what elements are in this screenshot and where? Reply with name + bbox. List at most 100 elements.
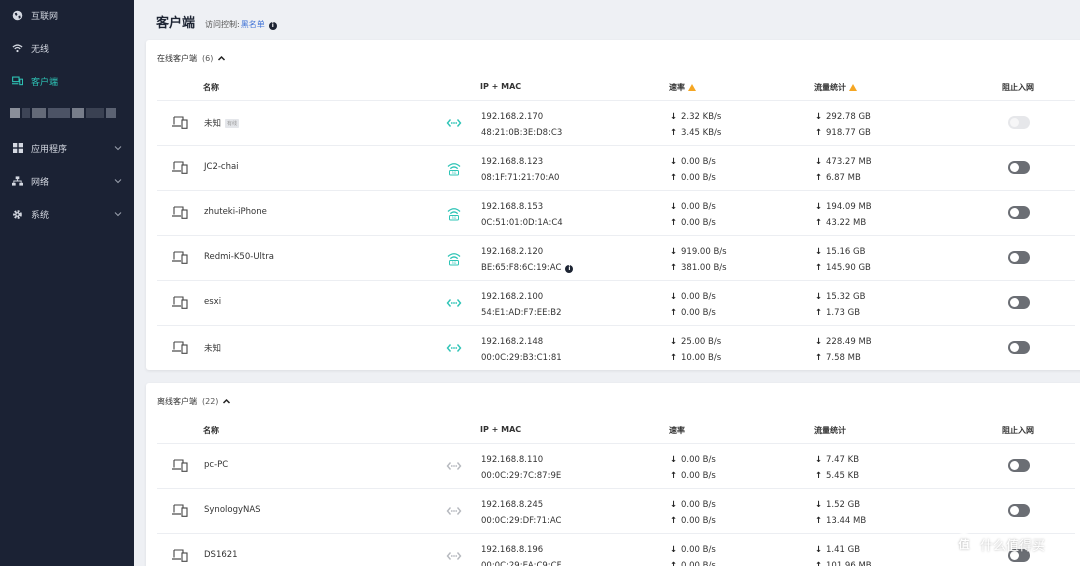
mac-line: 00:0C:29:7C:87:9E [481, 468, 561, 484]
ip-mac-cell: 192.168.2.100 54:E1:AD:F7:EE:B2 [481, 289, 562, 321]
client-name: 未知 有线 [204, 117, 240, 129]
table-row[interactable]: SynologyNAS 192.168.8.245 00:0C:29:DF:71:A… [157, 488, 1075, 533]
block-toggle [1008, 116, 1030, 129]
traffic-cell: ↓ 194.09 MB ↑ 43.22 MB [815, 199, 872, 231]
upload-traffic: 5.45 KB [826, 471, 860, 481]
wired-connection-icon [446, 552, 462, 560]
upload-rate: 0.00 B/s [681, 308, 716, 318]
sidebar-item-apps[interactable]: 应用程序 [0, 135, 134, 161]
block-toggle[interactable] [1008, 161, 1030, 174]
arrow-down-icon: ↓ [670, 247, 678, 257]
upload-traffic: 1.73 GB [826, 308, 861, 318]
warning-icon[interactable] [688, 84, 696, 91]
page-header: 客户端 访问控制: 黑名单 i [156, 12, 277, 31]
table-row[interactable]: pc-PC 192.168.8.110 00:0C:29:7C:87:9E ↓ 0.00… [157, 443, 1075, 488]
block-toggle[interactable] [1008, 251, 1030, 264]
arrow-up-icon: ↑ [815, 561, 823, 566]
chevron-down-icon [114, 179, 122, 184]
table-row[interactable]: zhuteki-iPhone 5G 192.168.8.153 0C:51:01:0D… [157, 190, 1075, 235]
mac-address: 0C:51:01:0D:1A:C4 [481, 218, 563, 228]
block-toggle[interactable] [1008, 296, 1030, 309]
watermark-logo: 值 [953, 533, 975, 555]
rate-cell: ↓ 25.00 B/s ↑ 10.00 B/s [670, 334, 721, 366]
rate-cell: ↓ 0.00 B/s ↑ 0.00 B/s [670, 199, 716, 231]
block-toggle[interactable] [1008, 549, 1030, 562]
table-row[interactable]: esxi 192.168.2.100 54:E1:AD:F7:EE:B2 ↓ 0.00 … [157, 280, 1075, 325]
client-name-text: pc-PC [204, 460, 229, 470]
ip-address: 192.168.8.245 [481, 500, 544, 510]
arrow-up-icon: ↑ [670, 263, 678, 273]
svg-text:5G: 5G [452, 216, 457, 220]
download-rate: 0.00 B/s [681, 455, 716, 465]
client-name: esxi [204, 297, 221, 307]
sidebar-item-label: 系统 [31, 210, 50, 221]
offline-clients-header[interactable]: 离线客户端 (22) [157, 396, 231, 407]
arrow-down-icon: ↓ [815, 112, 823, 122]
client-name: SynologyNAS [204, 505, 261, 515]
sidebar-item-internet[interactable]: 互联网 [0, 2, 134, 28]
mac-line: 08:1F:71:21:70:A0 [481, 170, 559, 186]
rate-cell: ↓ 0.00 B/s ↑ 0.00 B/s [670, 154, 716, 186]
client-name: zhuteki-iPhone [204, 207, 267, 217]
traffic-cell: ↓ 15.16 GB ↑ 145.90 GB [815, 244, 871, 276]
chevron-up-icon[interactable] [217, 54, 226, 63]
table-row[interactable]: Redmi-K50-Ultra 5G 192.168.2.120 BE:65:F8:6… [157, 235, 1075, 280]
arrow-up-icon: ↑ [815, 353, 823, 363]
download-traffic: 473.27 MB [826, 157, 872, 167]
online-clients-header[interactable]: 在线客户端 (6) [157, 53, 226, 64]
download-traffic: 1.41 GB [826, 545, 861, 555]
info-icon[interactable]: i [565, 265, 574, 273]
sidebar-item-wireless[interactable]: 无线 [0, 35, 134, 61]
chevron-up-icon[interactable] [222, 397, 231, 406]
block-toggle[interactable] [1008, 341, 1030, 354]
table-row[interactable]: 未知 192.168.2.148 00:0C:29:B3:C1:81 ↓ 25.00 B… [157, 325, 1075, 370]
sidebar-item-system[interactable]: 系统 [0, 201, 134, 227]
upload-rate: 0.00 B/s [681, 561, 716, 566]
sidebar-item-label: 互联网 [31, 11, 59, 22]
mac-address: BE:65:F8:6C:19:AC [481, 263, 562, 273]
blacklist-link[interactable]: 黑名单 [240, 20, 265, 29]
table-row[interactable]: 未知 有线 192.168.2.170 48:21:0B:3E:D8:C3 ↓ 2.32 … [157, 100, 1075, 145]
block-toggle[interactable] [1008, 459, 1030, 472]
client-name: pc-PC [204, 460, 228, 470]
warning-icon[interactable] [849, 84, 857, 91]
info-icon[interactable]: i [268, 21, 277, 30]
column-header-rate-label: 速率 [669, 83, 685, 92]
table-row[interactable]: JC2-chai 5G 192.168.8.123 08:1F:71:21:70:A0… [157, 145, 1075, 190]
arrow-up-icon: ↑ [670, 218, 678, 228]
ip-address: 192.168.2.170 [481, 112, 544, 122]
block-toggle[interactable] [1008, 206, 1030, 219]
online-clients-count: (6) [202, 54, 214, 63]
sidebar-item-network[interactable]: 网络 [0, 168, 134, 194]
table-row[interactable]: DS1621 192.168.8.196 00:0C:29:EA:C9:CF ↓ 0.0… [157, 533, 1075, 566]
mac-line: BE:65:F8:6C:19:AC i [481, 260, 574, 276]
ip-mac-cell: 192.168.8.153 0C:51:01:0D:1A:C4 [481, 199, 563, 231]
arrow-up-icon: ↑ [670, 471, 678, 481]
column-header-rate: 速率 [669, 82, 696, 93]
wired-connection-icon [446, 299, 462, 307]
mac-line: 0C:51:01:0D:1A:C4 [481, 215, 563, 231]
client-name: Redmi-K50-Ultra [204, 252, 274, 262]
redacted-sidebar-item [10, 108, 128, 120]
column-header-ipmac: IP + MAC [480, 425, 522, 434]
mac-line: 00:0C:29:B3:C1:81 [481, 350, 562, 366]
client-name-text: SynologyNAS [204, 505, 261, 515]
block-toggle[interactable] [1008, 504, 1030, 517]
device-icon [172, 459, 188, 472]
access-control-label: 访问控制: [205, 20, 240, 29]
offline-clients-panel: 离线客户端 (22) 名称 IP + MAC 速率 流量统计 阻止入网 pc-P… [146, 383, 1080, 566]
online-clients-panel: 在线客户端 (6) 名称 IP + MAC 速率 流量统计 阻止入网 未知 有线 1… [146, 40, 1080, 370]
arrow-up-icon: ↑ [670, 128, 678, 138]
ip-mac-cell: 192.168.8.110 00:0C:29:7C:87:9E [481, 452, 561, 484]
rate-cell: ↓ 0.00 B/s ↑ 0.00 B/s [670, 452, 716, 484]
upload-rate: 381.00 B/s [681, 263, 727, 273]
mac-line: 54:E1:AD:F7:EE:B2 [481, 305, 562, 321]
download-rate: 0.00 B/s [681, 545, 716, 555]
mac-address: 00:0C:29:EA:C9:CF [481, 561, 562, 566]
globe-icon [12, 10, 23, 21]
client-name-text: DS1621 [204, 550, 238, 560]
mac-line: 48:21:0B:3E:D8:C3 [481, 125, 562, 141]
download-traffic: 1.52 GB [826, 500, 861, 510]
sidebar-item-clients[interactable]: 客户端 [0, 68, 134, 94]
ip-address: 192.168.8.153 [481, 202, 544, 212]
